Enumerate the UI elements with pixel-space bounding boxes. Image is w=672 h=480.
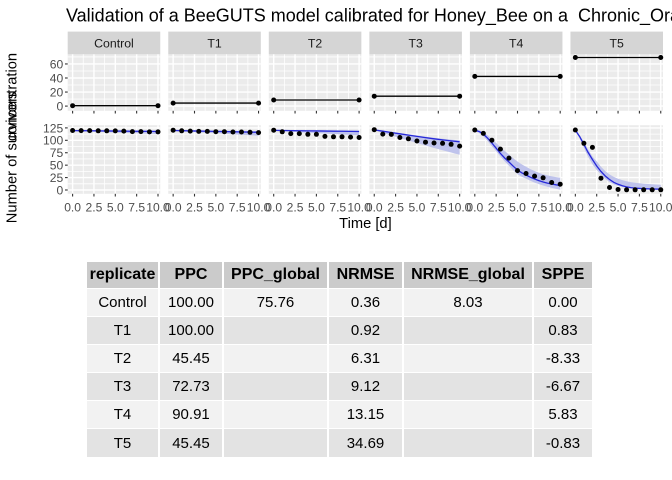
svg-text:T5: T5 — [610, 37, 625, 51]
svg-text:10.0: 10.0 — [347, 201, 371, 215]
svg-text:5.0: 5.0 — [610, 201, 627, 215]
svg-text:T3: T3 — [408, 37, 423, 51]
svg-text:25: 25 — [50, 171, 64, 185]
svg-text:125: 125 — [43, 121, 63, 135]
svg-text:5.0: 5.0 — [308, 201, 325, 215]
svg-text:T4: T4 — [509, 37, 524, 51]
svg-text:7.5: 7.5 — [430, 201, 447, 215]
svg-text:0.0: 0.0 — [567, 201, 584, 215]
svg-text:0.0: 0.0 — [366, 201, 383, 215]
svg-text:75: 75 — [50, 146, 64, 160]
svg-text:0.0: 0.0 — [165, 201, 182, 215]
svg-text:5.0: 5.0 — [107, 201, 124, 215]
svg-text:2.5: 2.5 — [287, 201, 304, 215]
svg-text:0.0: 0.0 — [265, 201, 282, 215]
svg-text:2.5: 2.5 — [588, 201, 605, 215]
svg-text:T1: T1 — [207, 37, 222, 51]
svg-text:5.0: 5.0 — [207, 201, 224, 215]
svg-text:2.5: 2.5 — [186, 201, 203, 215]
svg-text:Validation of a BeeGUTS model: Validation of a BeeGUTS model calibrated… — [66, 5, 672, 26]
svg-text:10.0: 10.0 — [247, 201, 271, 215]
svg-text:0.0: 0.0 — [466, 201, 483, 215]
svg-text:5.0: 5.0 — [509, 201, 526, 215]
svg-text:Number of survivors: Number of survivors — [5, 92, 21, 223]
svg-text:concentration: concentration — [5, 53, 21, 141]
svg-text:7.5: 7.5 — [631, 201, 648, 215]
svg-text:7.5: 7.5 — [229, 201, 246, 215]
svg-text:10.0: 10.0 — [649, 201, 672, 215]
svg-text:0: 0 — [56, 100, 63, 114]
svg-text:7.5: 7.5 — [530, 201, 547, 215]
svg-text:100: 100 — [43, 134, 63, 148]
svg-text:5.0: 5.0 — [409, 201, 426, 215]
svg-text:T2: T2 — [308, 37, 323, 51]
svg-text:2.5: 2.5 — [387, 201, 404, 215]
svg-text:0.0: 0.0 — [64, 201, 81, 215]
svg-text:7.5: 7.5 — [128, 201, 145, 215]
svg-text:60: 60 — [50, 57, 64, 71]
svg-text:40: 40 — [50, 71, 64, 85]
svg-text:0: 0 — [56, 183, 63, 197]
svg-text:10.0: 10.0 — [146, 201, 170, 215]
svg-text:7.5: 7.5 — [329, 201, 346, 215]
svg-text:10.0: 10.0 — [548, 201, 572, 215]
svg-text:20: 20 — [50, 85, 64, 99]
svg-text:50: 50 — [50, 159, 64, 173]
svg-text:Time [d]: Time [d] — [339, 216, 392, 232]
svg-text:2.5: 2.5 — [86, 201, 103, 215]
svg-text:Control: Control — [94, 37, 134, 51]
svg-text:2.5: 2.5 — [488, 201, 505, 215]
svg-text:10.0: 10.0 — [448, 201, 472, 215]
